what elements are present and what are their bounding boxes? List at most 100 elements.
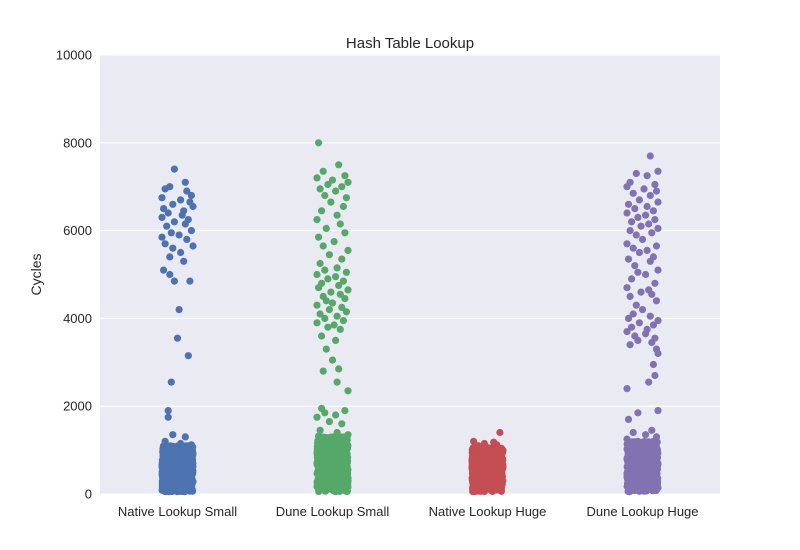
data-point-dense — [331, 480, 340, 488]
data-point — [624, 314, 633, 322]
data-point-dense — [499, 457, 507, 465]
grid-lines — [100, 54, 720, 495]
data-point — [187, 191, 195, 200]
data-point — [623, 284, 631, 292]
data-point — [648, 426, 656, 434]
data-point — [333, 211, 341, 219]
data-point — [177, 196, 185, 204]
data-point-dense — [343, 436, 351, 444]
data-point — [626, 341, 634, 349]
data-point — [158, 213, 166, 221]
data-point — [635, 196, 644, 204]
data-point-dense — [485, 483, 493, 491]
data-point — [332, 273, 340, 281]
data-point-dense — [479, 480, 487, 488]
data-point — [342, 194, 350, 202]
data-point — [327, 288, 335, 296]
data-point — [642, 211, 650, 219]
x-tick-label: Dune Lookup Small — [276, 504, 390, 519]
x-tick-label: Native Lookup Huge — [429, 504, 547, 519]
data-point — [313, 301, 321, 309]
data-point — [632, 231, 640, 239]
data-point — [315, 432, 323, 440]
data-point — [319, 242, 327, 250]
data-point — [638, 306, 647, 314]
data-point-dense — [175, 460, 183, 468]
data-point-dense — [633, 439, 641, 447]
data-point — [170, 165, 178, 173]
y-tick-label: 6000 — [63, 223, 92, 238]
data-point-dense — [164, 471, 172, 479]
data-point — [623, 209, 631, 217]
data-point — [336, 325, 344, 333]
data-point-dense — [330, 467, 338, 475]
data-point — [183, 235, 191, 243]
chart-title: Hash Table Lookup — [346, 35, 474, 52]
data-point — [315, 139, 323, 147]
data-point — [166, 183, 174, 191]
data-point — [322, 224, 330, 232]
data-point — [160, 205, 168, 213]
data-point — [175, 231, 183, 239]
data-point-dense — [322, 478, 330, 486]
data-point-dense — [478, 474, 486, 482]
data-point — [324, 180, 332, 189]
data-point — [335, 281, 343, 290]
series-points — [623, 152, 662, 496]
data-point-dense — [624, 448, 633, 456]
data-point — [170, 218, 178, 226]
data-point-dense — [325, 442, 333, 450]
data-point — [186, 277, 194, 285]
data-point — [649, 360, 658, 369]
data-point-dense — [332, 488, 340, 496]
data-point — [635, 319, 644, 327]
data-point — [645, 378, 653, 386]
data-point — [651, 279, 659, 287]
data-point-dense — [479, 465, 488, 473]
y-tick-label: 0 — [85, 487, 92, 502]
data-point-dense — [488, 456, 496, 464]
data-point — [629, 428, 637, 437]
data-point-dense — [496, 484, 504, 492]
data-point-dense — [645, 439, 654, 447]
data-point-dense — [318, 467, 326, 475]
data-point — [341, 407, 349, 415]
data-point — [313, 216, 321, 224]
data-point — [629, 244, 637, 252]
data-point-dense — [167, 451, 175, 459]
data-point — [313, 270, 321, 279]
data-point — [645, 220, 653, 228]
data-point — [332, 336, 340, 344]
data-point — [648, 338, 656, 347]
data-point — [316, 185, 324, 193]
data-point — [328, 176, 337, 184]
data-point — [338, 183, 346, 191]
data-point — [640, 185, 648, 193]
data-point — [344, 178, 352, 186]
data-point — [338, 303, 346, 311]
data-point-dense — [169, 485, 177, 493]
data-point — [327, 198, 335, 206]
data-point-dense — [642, 447, 651, 455]
data-point-dense — [176, 466, 184, 474]
data-point — [166, 253, 174, 261]
data-point — [178, 211, 186, 219]
data-point — [164, 407, 172, 415]
data-point-dense — [469, 464, 477, 472]
data-point — [313, 319, 321, 327]
data-point — [643, 202, 651, 211]
data-point — [654, 349, 662, 358]
data-point — [177, 248, 185, 257]
data-point — [330, 238, 338, 246]
data-point-dense — [648, 455, 656, 464]
data-point — [175, 306, 183, 314]
data-point — [623, 240, 631, 248]
data-point-dense — [650, 472, 658, 480]
data-point — [181, 433, 189, 441]
data-point — [623, 385, 631, 393]
data-point — [654, 224, 662, 232]
data-point — [634, 409, 642, 417]
data-point — [325, 418, 333, 426]
data-point — [637, 288, 645, 296]
